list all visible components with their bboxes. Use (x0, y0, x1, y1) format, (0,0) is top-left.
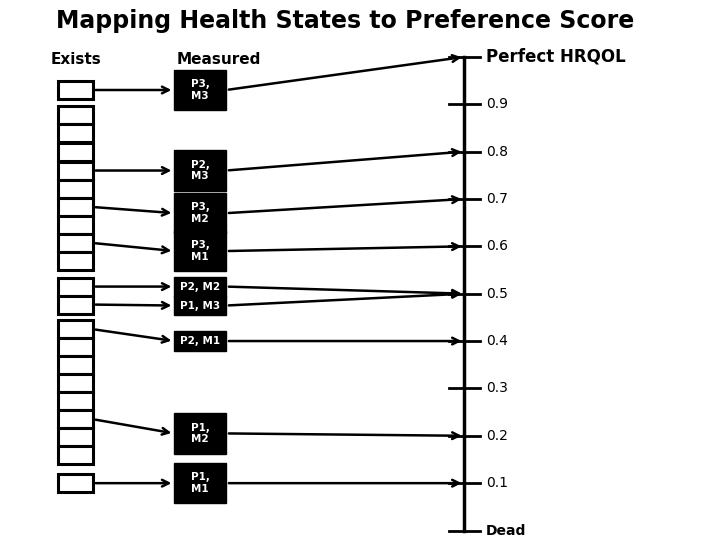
FancyBboxPatch shape (58, 216, 93, 234)
FancyBboxPatch shape (58, 356, 93, 374)
Text: 0.5: 0.5 (486, 287, 508, 301)
Text: 0.3: 0.3 (486, 381, 508, 395)
FancyBboxPatch shape (58, 106, 93, 124)
Text: Perfect HRQOL: Perfect HRQOL (486, 48, 626, 66)
Text: 0.4: 0.4 (486, 334, 508, 348)
Text: P3,
M2: P3, M2 (191, 202, 210, 224)
FancyBboxPatch shape (58, 410, 93, 428)
Text: 0.9: 0.9 (486, 97, 508, 111)
FancyBboxPatch shape (58, 320, 93, 338)
FancyBboxPatch shape (58, 295, 93, 314)
Text: Measured: Measured (176, 52, 261, 67)
FancyBboxPatch shape (58, 234, 93, 252)
Text: P2,
M3: P2, M3 (191, 160, 210, 181)
Text: Dead: Dead (486, 523, 526, 537)
Text: P1,
M1: P1, M1 (191, 472, 210, 494)
FancyBboxPatch shape (58, 428, 93, 446)
Text: P3,
M1: P3, M1 (191, 240, 210, 262)
Text: 0.1: 0.1 (486, 476, 508, 490)
Text: P2, M1: P2, M1 (180, 336, 220, 346)
FancyBboxPatch shape (174, 463, 226, 503)
Text: Exists: Exists (50, 52, 101, 67)
FancyBboxPatch shape (174, 151, 226, 191)
Text: Mapping Health States to Preference Score: Mapping Health States to Preference Scor… (56, 10, 635, 33)
FancyBboxPatch shape (58, 374, 93, 392)
FancyBboxPatch shape (174, 276, 226, 296)
FancyBboxPatch shape (174, 70, 226, 110)
FancyBboxPatch shape (174, 193, 226, 233)
Text: P1, M3: P1, M3 (180, 301, 220, 310)
FancyBboxPatch shape (174, 295, 226, 315)
FancyBboxPatch shape (58, 474, 93, 492)
FancyBboxPatch shape (174, 231, 226, 271)
Text: 0.8: 0.8 (486, 145, 508, 159)
FancyBboxPatch shape (58, 278, 93, 295)
Text: 0.7: 0.7 (486, 192, 508, 206)
FancyBboxPatch shape (58, 446, 93, 464)
FancyBboxPatch shape (58, 179, 93, 198)
FancyBboxPatch shape (58, 392, 93, 410)
Text: 0.6: 0.6 (486, 239, 508, 253)
FancyBboxPatch shape (174, 413, 226, 454)
FancyBboxPatch shape (58, 124, 93, 141)
FancyBboxPatch shape (58, 252, 93, 270)
FancyBboxPatch shape (174, 331, 226, 351)
FancyBboxPatch shape (58, 338, 93, 356)
FancyBboxPatch shape (58, 143, 93, 160)
Text: 0.2: 0.2 (486, 429, 508, 443)
Text: P2, M2: P2, M2 (180, 281, 220, 292)
Text: P3,
M3: P3, M3 (191, 79, 210, 101)
Text: P1,
M2: P1, M2 (191, 423, 210, 444)
FancyBboxPatch shape (58, 81, 93, 99)
FancyBboxPatch shape (58, 198, 93, 216)
FancyBboxPatch shape (58, 161, 93, 179)
